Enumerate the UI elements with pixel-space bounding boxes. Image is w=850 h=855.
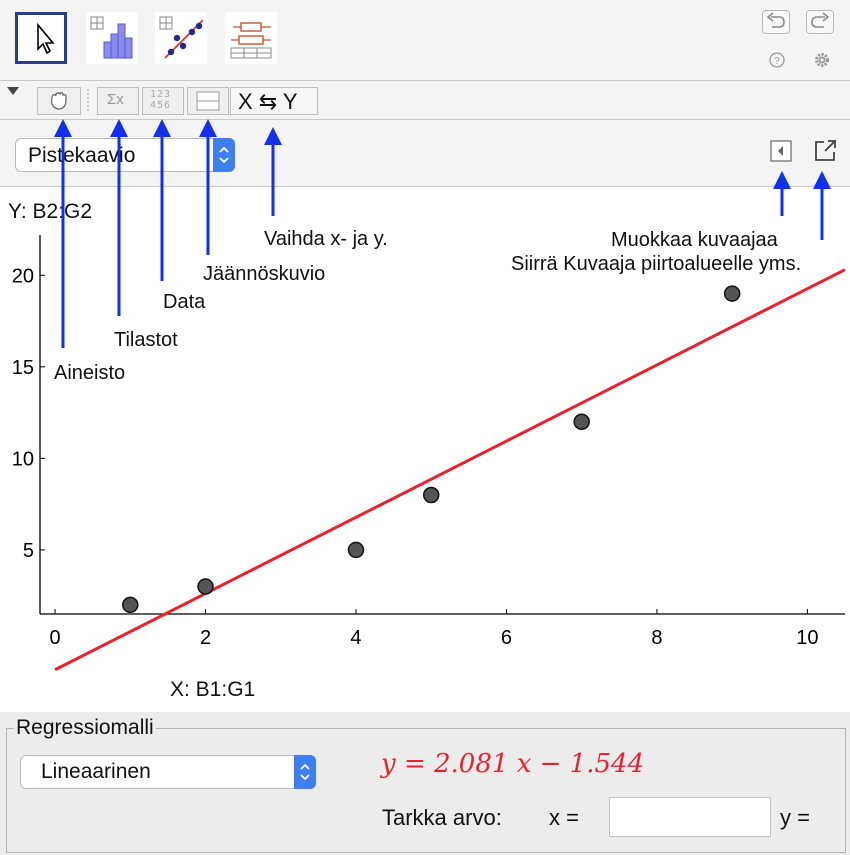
export-icon[interactable]	[812, 138, 838, 164]
regression-model-stepper[interactable]	[294, 755, 316, 789]
data-point[interactable]	[422, 486, 440, 504]
regression-model-select[interactable]: Lineaarinen	[20, 755, 316, 789]
data-button[interactable]: 123 456	[142, 87, 184, 115]
y-tick-label: 10	[12, 448, 34, 470]
plot-type-stepper[interactable]	[213, 138, 235, 172]
residual-plot-icon	[196, 91, 220, 111]
annotation-data: Data	[163, 291, 206, 313]
regression-title: Regressiomalli	[14, 716, 156, 740]
svg-text:?: ?	[774, 56, 780, 67]
data-point[interactable]	[347, 541, 365, 559]
data-icon: 123 456	[150, 89, 172, 111]
move-tool-button[interactable]	[15, 12, 67, 64]
residual-plot-button[interactable]	[187, 87, 229, 115]
plot-type-value: Pistekaavio	[28, 144, 136, 167]
scatter-chart[interactable]: 0 2 4 6 8 10 5 10 15 20	[0, 187, 850, 712]
x-tick-label: 0	[49, 627, 60, 649]
collapse-triangle-icon[interactable]	[6, 86, 20, 96]
scatter-regression-icon	[159, 16, 203, 59]
hand-icon	[51, 92, 67, 110]
stats-subtoolbar: Σx 123 456 X ⇆ Y	[0, 81, 850, 120]
y-source-label: Y: B2:G2	[8, 200, 93, 223]
annotation-muokkaa: Muokkaa kuvaajaa	[611, 229, 778, 251]
one-variable-analysis-button[interactable]	[86, 12, 138, 64]
annotation-tilastot: Tilastot	[114, 329, 178, 351]
toggle-panel-icon[interactable]	[769, 139, 793, 163]
swap-xy-label: X ⇆ Y	[238, 89, 298, 114]
y-equals-label: y =	[780, 805, 810, 830]
histogram-icon	[90, 16, 133, 59]
chevron-updown-icon	[219, 146, 229, 164]
chevron-updown-icon	[300, 763, 310, 781]
toolbar-separator	[87, 89, 89, 113]
statistics-button[interactable]: Σx	[97, 87, 139, 115]
x-tick-label: 8	[651, 627, 662, 649]
regression-model-value: Lineaarinen	[41, 760, 151, 783]
annotation-arrows	[54, 119, 831, 348]
exact-x-input[interactable]	[609, 797, 771, 837]
exact-value-label: Tarkka arvo:	[382, 805, 502, 830]
gear-icon[interactable]	[811, 49, 833, 71]
two-variable-regression-button[interactable]	[155, 12, 207, 64]
redo-button[interactable]	[806, 10, 834, 34]
boxplot-icon	[230, 22, 272, 59]
multi-variable-analysis-button[interactable]	[225, 12, 277, 64]
regression-equation: y = 2.081 x − 1.544	[381, 749, 645, 779]
help-icon[interactable]: ?	[768, 51, 786, 69]
arrow-pointer-icon	[37, 22, 55, 55]
hand-button[interactable]	[37, 87, 81, 115]
swap-xy-button[interactable]: X ⇆ Y	[230, 87, 318, 115]
x-tick-label: 4	[350, 627, 361, 649]
y-tick-label: 20	[12, 265, 34, 287]
main-toolbar: ?	[0, 0, 850, 81]
data-point[interactable]	[723, 285, 741, 302]
annotation-jaannoskuvio: Jäännöskuvio	[203, 263, 326, 285]
data-point[interactable]	[197, 578, 214, 595]
y-tick-label: 5	[23, 540, 34, 562]
annotation-aineisto: Aineisto	[54, 362, 126, 384]
plot-settings-bar: Pistekaavio	[0, 120, 850, 187]
regression-box	[6, 728, 846, 853]
statistics-icon: Σx	[107, 91, 124, 108]
undo-button[interactable]	[762, 10, 790, 34]
plot-type-select[interactable]: Pistekaavio	[15, 138, 235, 172]
annotation-vaihda: Vaihda x- ja y.	[264, 228, 388, 250]
data-point[interactable]	[573, 413, 590, 431]
regression-line	[54, 268, 846, 672]
y-tick-label: 15	[12, 357, 34, 379]
x-tick-label: 6	[501, 627, 512, 649]
undo-icon	[766, 12, 785, 28]
x-source-label: X: B1:G1	[170, 678, 256, 701]
x-tick-label: 10	[796, 627, 818, 649]
x-tick-label: 2	[200, 627, 211, 649]
annotation-siirra: Siirrä Kuvaaja piirtoalueelle yms.	[511, 253, 802, 275]
data-point[interactable]	[122, 596, 139, 614]
x-equals-label: x =	[549, 805, 579, 830]
redo-icon	[811, 12, 830, 28]
